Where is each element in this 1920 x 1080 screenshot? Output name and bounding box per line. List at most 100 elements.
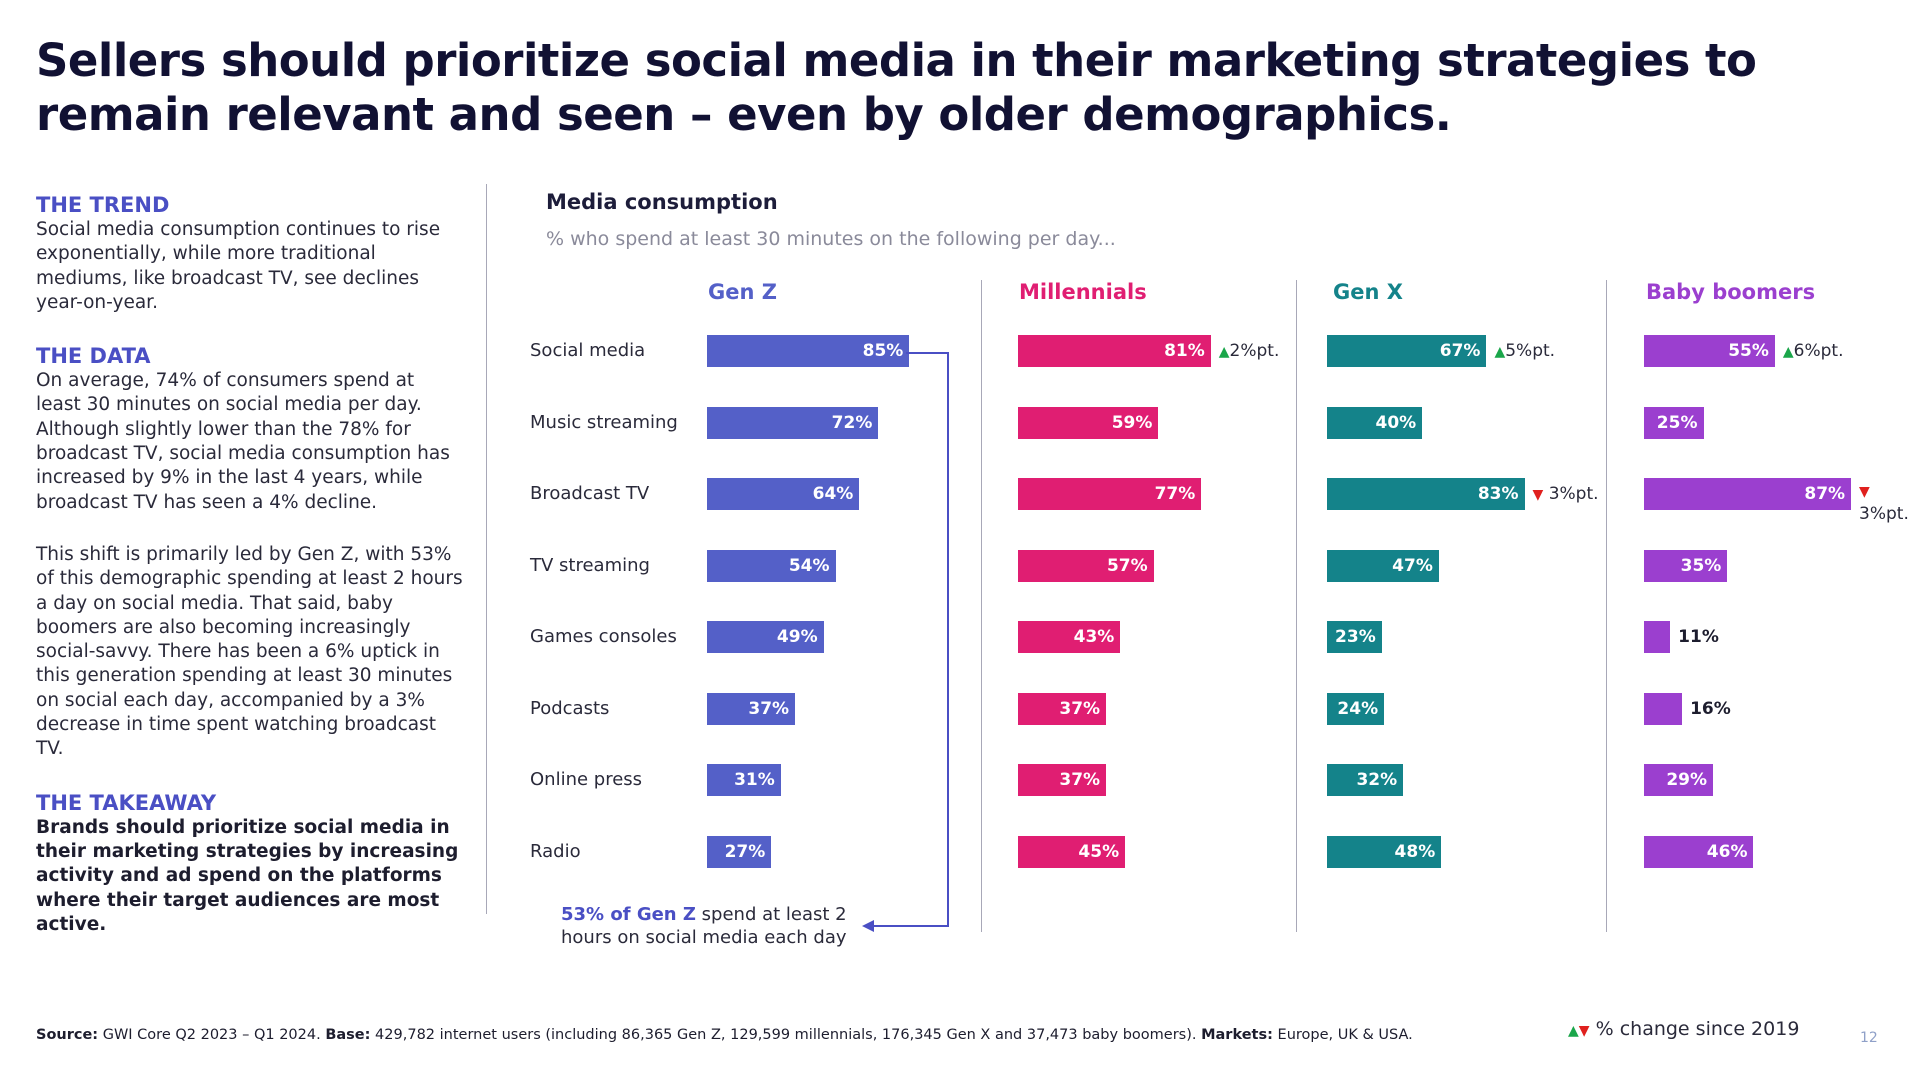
bar xyxy=(1018,478,1202,510)
left-column: THE TREND Social media consumption conti… xyxy=(36,192,464,965)
change-legend: ▲▼ % change since 2019 xyxy=(1568,1018,1799,1040)
column-divider xyxy=(486,184,487,914)
base-text: 429,782 internet users (including 86,365… xyxy=(370,1027,1202,1043)
change-label: 5%pt. xyxy=(1505,341,1556,361)
bar xyxy=(1327,406,1423,439)
bar xyxy=(707,835,772,868)
legend-down-icon: ▼ xyxy=(1578,1023,1590,1039)
series-divider xyxy=(981,280,982,932)
bar-value-label: 37% xyxy=(748,698,790,719)
change-label: 3%pt. xyxy=(1543,484,1599,504)
bar-value-label: 23% xyxy=(1335,627,1376,647)
bar xyxy=(1018,692,1107,725)
down-triangle-icon: ▼ xyxy=(1859,484,1870,500)
connector-arrowhead xyxy=(862,920,874,932)
base-label: Base: xyxy=(325,1027,371,1043)
row-label-1: Music streaming xyxy=(530,411,678,433)
bar xyxy=(1018,406,1159,439)
row-label-7: Radio xyxy=(530,840,581,862)
page-title: Sellers should prioritize social media i… xyxy=(36,34,1757,141)
bar xyxy=(707,406,879,439)
down-triangle-icon: ▼ xyxy=(1532,487,1544,503)
bar xyxy=(1644,478,1852,510)
bar-value-label: 85% xyxy=(862,341,904,361)
bar xyxy=(1644,621,1671,653)
markets-label: Markets: xyxy=(1201,1027,1273,1043)
page-number: 12 xyxy=(1860,1030,1878,1046)
bar-value-label: 48% xyxy=(1394,841,1436,862)
chart-subtitle: % who spend at least 30 minutes on the f… xyxy=(546,228,1116,250)
bar-value-label: 64% xyxy=(812,484,854,504)
bar xyxy=(1018,335,1211,367)
bar-value-label: 25% xyxy=(1656,412,1698,433)
bar-value-label: 40% xyxy=(1375,412,1417,433)
source-text: GWI Core Q2 2023 – Q1 2024. xyxy=(98,1027,326,1043)
up-triangle-icon: ▲ xyxy=(1494,344,1506,360)
gen-z-callout: 53% of Gen Z spend at least 2 hours on s… xyxy=(561,903,881,949)
legend-up-icon: ▲ xyxy=(1568,1023,1579,1039)
bar-value-label: 77% xyxy=(1154,484,1196,504)
change-indicator: ▲5%pt. xyxy=(1494,341,1555,361)
bar-value-label: 72% xyxy=(831,412,873,433)
bar-value-label: 81% xyxy=(1164,341,1205,361)
bar xyxy=(1644,692,1683,725)
legend-label: % change since 2019 xyxy=(1595,1018,1800,1040)
row-label-2: Broadcast TV xyxy=(530,483,650,504)
bar xyxy=(1327,335,1487,367)
change-indicator: ▲2%pt. xyxy=(1219,341,1280,361)
row-label-4: Games consoles xyxy=(530,626,677,647)
change-label: 6%pt. xyxy=(1793,341,1844,361)
bar xyxy=(1644,835,1754,868)
data-body-1: On average, 74% of consumers spend at le… xyxy=(36,370,450,513)
bar-value-label: 46% xyxy=(1706,841,1748,862)
bar-value-label: 83% xyxy=(1477,484,1519,504)
bar-value-label: 45% xyxy=(1078,841,1120,862)
chart-title: Media consumption xyxy=(546,190,778,214)
bar-value-label: 16% xyxy=(1690,698,1731,719)
bar xyxy=(1327,764,1404,796)
change-label: 2%pt. xyxy=(1229,341,1280,361)
row-label-0: Social media xyxy=(530,340,646,361)
takeaway-body: Brands should prioritize social media in… xyxy=(36,816,459,935)
bar-value-label: 59% xyxy=(1111,412,1153,433)
bar-value-label: 35% xyxy=(1680,555,1722,576)
bar xyxy=(707,764,781,796)
trend-heading: THE TREND xyxy=(36,193,170,217)
series-divider xyxy=(1606,280,1607,932)
row-label-3: TV streaming xyxy=(530,554,650,576)
bar xyxy=(1644,335,1775,367)
change-indicator: ▼ 3%pt. xyxy=(1533,484,1599,504)
bar xyxy=(1327,549,1439,582)
bar xyxy=(1018,764,1107,796)
bar xyxy=(707,549,836,582)
bar xyxy=(1018,835,1126,868)
bar-value-label: 29% xyxy=(1666,770,1708,790)
bar-value-label: 31% xyxy=(734,770,775,790)
bar xyxy=(1327,692,1385,725)
bar xyxy=(707,692,796,725)
series-heading-3: Baby boomers xyxy=(1646,280,1816,304)
source-label: Source: xyxy=(36,1027,99,1043)
bar-value-label: 43% xyxy=(1073,627,1115,647)
bar-value-label: 54% xyxy=(788,555,830,576)
bar xyxy=(1327,621,1382,653)
callout-highlight: 53% of Gen Z xyxy=(561,904,696,925)
change-indicator: ▼ 3%pt. xyxy=(1859,480,1911,525)
row-label-6: Online press xyxy=(530,769,643,790)
bar-value-label: 24% xyxy=(1337,698,1379,719)
up-triangle-icon: ▲ xyxy=(1218,344,1230,360)
takeaway-heading: THE TAKEAWAY xyxy=(36,790,217,815)
bar-value-label: 11% xyxy=(1678,627,1719,647)
connector-line xyxy=(868,352,949,927)
bar-value-label: 67% xyxy=(1439,341,1481,361)
trend-body: Social media consumption continues to ri… xyxy=(36,219,441,313)
bar xyxy=(1327,478,1525,510)
bar-value-label: 87% xyxy=(1804,484,1846,504)
bar-value-label: 37% xyxy=(1059,770,1101,790)
series-heading-0: Gen Z xyxy=(708,280,777,304)
data-heading: THE DATA xyxy=(36,344,151,369)
source-footer: Source: GWI Core Q2 2023 – Q1 2024. Base… xyxy=(36,1027,1413,1043)
markets-text: Europe, UK & USA. xyxy=(1272,1027,1413,1043)
bar xyxy=(707,478,860,510)
